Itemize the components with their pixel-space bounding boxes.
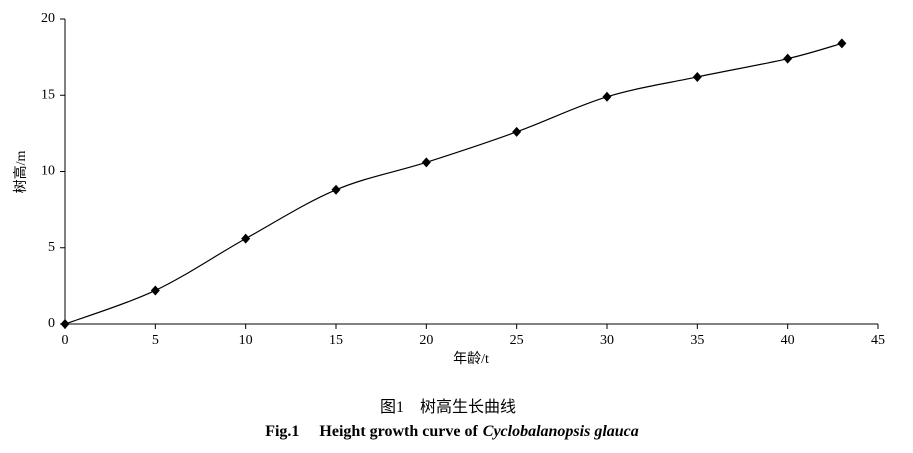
x-tick-label: 20	[419, 333, 433, 348]
x-tick-label: 25	[510, 333, 524, 348]
y-tick-label: 5	[48, 240, 55, 255]
y-axis-label: 树高/m	[12, 151, 29, 194]
x-tick-label: 30	[600, 333, 614, 348]
caption-cn: 图1 树高生长曲线	[380, 398, 516, 416]
marker	[60, 319, 70, 329]
x-tick-label: 0	[62, 333, 69, 348]
caption-en-text: Height growth curve of	[319, 423, 478, 440]
marker	[783, 53, 793, 64]
caption-en-species: Cyclobalanopsis glauca	[483, 423, 639, 440]
marker	[602, 91, 612, 102]
y-tick-label: 0	[48, 316, 55, 331]
caption-cn-text: 树高生长曲线	[420, 398, 516, 416]
line	[64, 42, 843, 325]
caption-en: Fig.1 Height growth curve of Cyclobalanops…	[265, 423, 639, 440]
x-tick-label: 45	[871, 333, 885, 348]
marker	[150, 285, 160, 296]
marker	[241, 233, 251, 244]
caption-en-label: Fig.1	[265, 423, 299, 440]
marker	[837, 38, 847, 49]
x-axis-label: 年龄/t	[453, 351, 489, 367]
y-tick-label: 20	[41, 11, 55, 26]
x-tick-label: 40	[781, 333, 795, 348]
x-tick-label: 5	[152, 333, 159, 348]
marker	[692, 71, 702, 82]
y-tick-label: 15	[41, 87, 55, 102]
y-tick-label: 10	[41, 164, 55, 179]
x-tick-label: 15	[329, 333, 343, 348]
caption-cn-label: 图1	[380, 399, 404, 416]
marker	[331, 184, 341, 195]
marker	[421, 157, 431, 168]
x-tick-label: 10	[239, 333, 253, 348]
x-tick-label: 35	[690, 333, 704, 348]
marker	[512, 126, 522, 137]
